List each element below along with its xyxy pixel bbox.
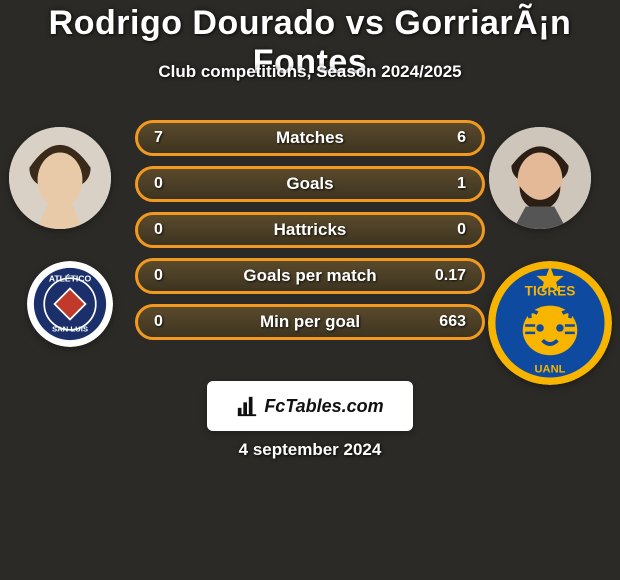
bar-chart-icon [236, 395, 258, 417]
brand-watermark: FcTables.com [207, 381, 413, 431]
stat-label: Goals per match [138, 266, 482, 286]
brand-text: FcTables.com [264, 396, 383, 417]
date-caption: 4 september 2024 [0, 440, 620, 460]
page-subtitle: Club competitions, Season 2024/2025 [0, 62, 620, 82]
stat-left-value: 0 [154, 175, 163, 193]
stat-row: 0Hattricks0 [135, 212, 485, 248]
stat-right-value: 0 [457, 221, 466, 239]
stat-row: 7Matches6 [135, 120, 485, 156]
player-right-club-badge: TIGRES UANL [488, 261, 612, 385]
player-right-avatar [489, 127, 591, 229]
stat-right-value: 1 [457, 175, 466, 193]
stat-row: 0Goals1 [135, 166, 485, 202]
stat-label: Matches [138, 128, 482, 148]
club-left-name-top: ATLÉTICO [49, 274, 92, 284]
stat-right-value: 6 [457, 129, 466, 147]
stat-right-value: 0.17 [435, 267, 466, 285]
player-left-club-badge: ATLÉTICO SAN LUIS [27, 261, 113, 347]
club-left-name-bottom: SAN LUIS [52, 325, 88, 334]
player-left-avatar [9, 127, 111, 229]
club-crest-icon: TIGRES UANL [488, 261, 612, 385]
club-crest-icon: ATLÉTICO SAN LUIS [27, 261, 113, 347]
club-right-name-bottom: UANL [535, 364, 566, 376]
stat-label: Goals [138, 174, 482, 194]
comparison-infographic: Rodrigo Dourado vs GorriarÃ¡n Fontes Clu… [0, 0, 620, 580]
stat-left-value: 0 [154, 267, 163, 285]
stat-left-value: 0 [154, 313, 163, 331]
stat-left-value: 0 [154, 221, 163, 239]
person-icon [489, 127, 591, 229]
stat-right-value: 663 [439, 313, 466, 331]
stat-row: 0Goals per match0.17 [135, 258, 485, 294]
stat-label: Min per goal [138, 312, 482, 332]
person-icon [9, 127, 111, 229]
stat-left-value: 7 [154, 129, 163, 147]
club-right-name-top: TIGRES [525, 284, 576, 299]
stat-label: Hattricks [138, 220, 482, 240]
stat-row: 0Min per goal663 [135, 304, 485, 340]
